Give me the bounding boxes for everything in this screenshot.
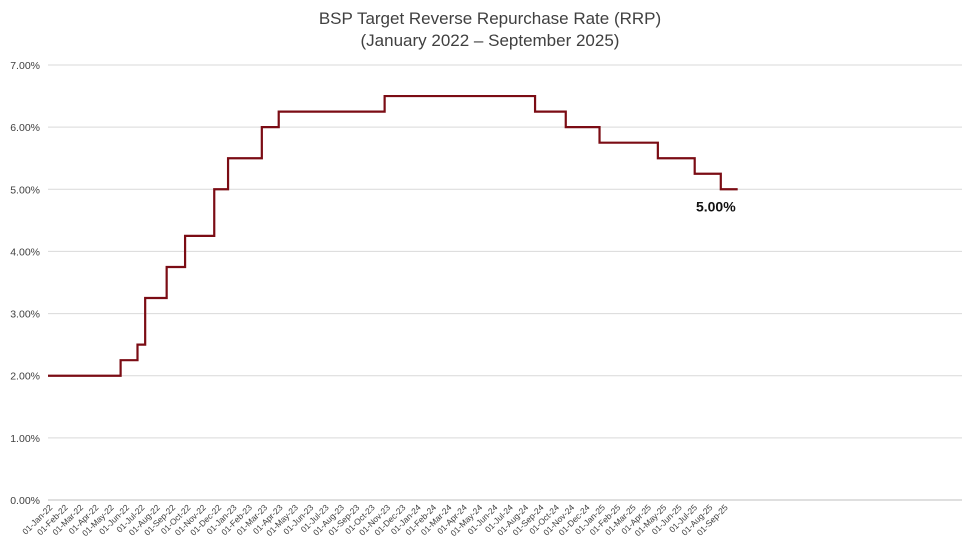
rrp-step-line	[48, 94, 738, 377]
chart-title-line-2: (January 2022 – September 2025)	[360, 31, 620, 50]
end-value-label: 5.00%	[696, 198, 736, 214]
y-tick-label: 5.00%	[10, 184, 40, 196]
y-tick-label: 3.00%	[10, 309, 40, 321]
chart-title-line-1: BSP Target Reverse Repurchase Rate (RRP)	[318, 9, 662, 28]
rrp-series	[48, 94, 738, 377]
gridlines	[48, 64, 962, 501]
y-tick-label: 0.00%	[10, 495, 40, 507]
y-axis: 0.00% 1.00% 2.00% 3.00% 4.00% 5.00% 6.00% 7.00%	[10, 60, 40, 507]
x-axis: 01-Jan-2201-Feb-2201-Mar-2201-Apr-2201-M…	[20, 502, 730, 538]
y-tick-label: 4.00%	[10, 246, 40, 258]
y-tick-label: 6.00%	[10, 122, 40, 134]
y-tick-label: 1.00%	[10, 433, 40, 445]
y-tick-label: 7.00%	[10, 60, 40, 72]
chart-title: BSP Target Reverse Repurchase Rate (RRP)…	[0, 8, 980, 52]
y-tick-label: 2.00%	[10, 371, 40, 383]
